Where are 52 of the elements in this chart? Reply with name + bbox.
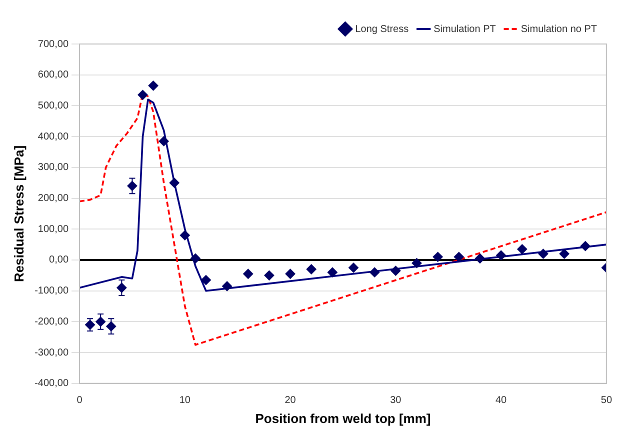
legend-label: Simulation PT — [434, 24, 496, 35]
y-tick-label: 400,00 — [38, 131, 69, 142]
point — [496, 250, 506, 260]
y-tick-label: 700,00 — [38, 38, 69, 50]
point — [370, 267, 380, 278]
x-axis-title: Position from weld top [mm] — [255, 410, 431, 426]
point — [474, 253, 485, 264]
y-tick-label: 300,00 — [38, 162, 69, 174]
y-tick-label: 0,00 — [49, 254, 69, 266]
point — [432, 252, 443, 262]
legend-label: Long Stress — [355, 24, 409, 35]
point — [412, 258, 422, 268]
point — [200, 275, 211, 286]
x-tick-label: 20 — [284, 395, 296, 406]
point — [116, 282, 127, 293]
point — [96, 316, 106, 327]
y-tick-label: 100,00 — [38, 224, 69, 235]
point — [106, 321, 116, 332]
y-tick-label: -200,00 — [34, 316, 69, 328]
point — [148, 80, 158, 91]
y-tick-label: -300,00 — [34, 347, 69, 358]
point — [138, 90, 148, 100]
point — [517, 244, 528, 254]
x-tick-label: 40 — [495, 395, 508, 406]
x-tick-label: 50 — [600, 395, 612, 406]
point — [285, 268, 296, 279]
point — [222, 281, 232, 292]
y-tick-label: -100,00 — [34, 286, 69, 297]
y-tick-label: 500,00 — [38, 100, 69, 112]
point — [538, 248, 548, 259]
y-axis-title: Residual Stress [MPa] — [11, 145, 26, 282]
point — [348, 262, 359, 273]
point — [169, 178, 180, 188]
point — [243, 268, 254, 279]
x-tick-label: 10 — [179, 395, 191, 406]
point — [306, 264, 316, 274]
point — [559, 248, 570, 259]
point — [158, 136, 169, 146]
y-tick-label: 600,00 — [38, 70, 69, 81]
point — [327, 267, 338, 278]
point — [190, 253, 200, 264]
legend-label: Simulation no PT — [520, 24, 598, 35]
y-tick-label: 200,00 — [38, 193, 69, 204]
point — [264, 270, 274, 280]
point — [127, 180, 138, 191]
x-tick-label: 30 — [390, 395, 402, 406]
point — [390, 266, 401, 276]
x-tick-label: 0 — [76, 395, 83, 406]
point — [180, 230, 190, 240]
point — [580, 241, 590, 252]
point — [454, 252, 464, 262]
y-tick-label: -400,00 — [34, 378, 69, 390]
